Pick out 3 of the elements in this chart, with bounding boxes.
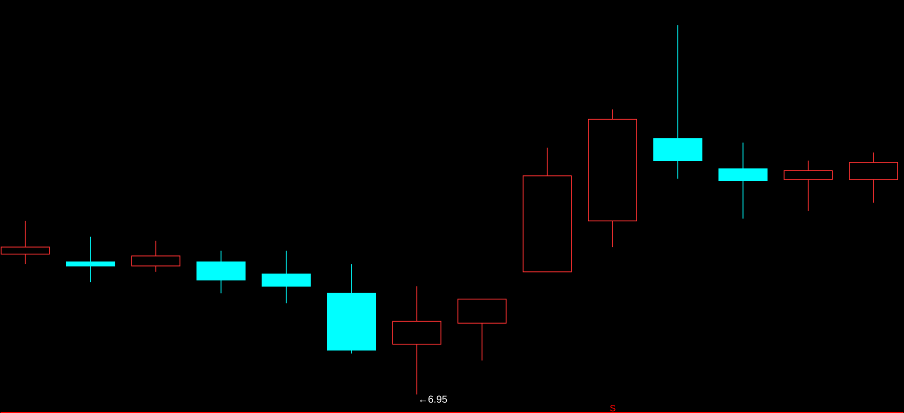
text: S [610, 404, 616, 412]
text: ←6.95 [420, 396, 447, 403]
candlestick [66, 236, 116, 283]
